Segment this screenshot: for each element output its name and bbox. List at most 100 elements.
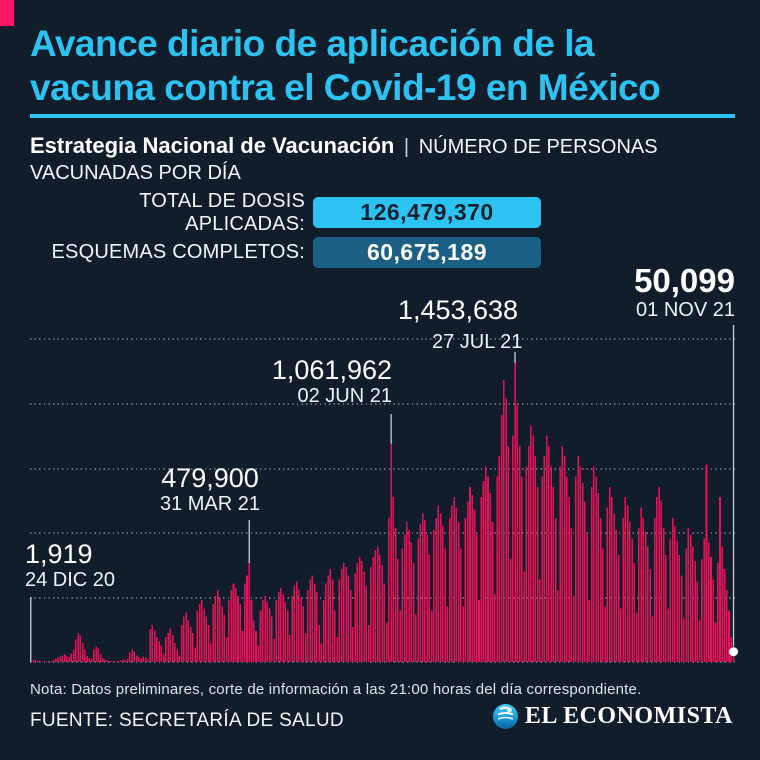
bar xyxy=(336,637,338,662)
bar xyxy=(361,561,363,662)
subtitle-bold: Estrategia Nacional de Vacunación xyxy=(30,133,395,158)
bar xyxy=(205,616,208,662)
bar xyxy=(484,466,487,662)
bar xyxy=(701,558,703,662)
bar xyxy=(415,614,417,662)
bar xyxy=(624,497,627,662)
bar xyxy=(176,649,178,662)
bar xyxy=(93,649,95,662)
bar xyxy=(723,569,726,662)
bar xyxy=(138,657,140,662)
bar xyxy=(120,660,122,662)
bar xyxy=(289,635,291,662)
bar xyxy=(480,497,483,662)
bar xyxy=(417,538,419,662)
bar xyxy=(563,456,566,662)
bar xyxy=(228,600,230,662)
bar xyxy=(669,538,672,662)
bar xyxy=(318,624,320,662)
bar xyxy=(394,528,397,662)
bar xyxy=(667,608,669,662)
bar xyxy=(304,633,307,662)
bar xyxy=(207,624,210,662)
bar xyxy=(577,456,579,662)
bar xyxy=(327,575,329,662)
bar xyxy=(68,657,70,662)
bar xyxy=(475,534,478,662)
bar xyxy=(557,589,559,662)
bar xyxy=(383,583,386,662)
bar xyxy=(539,579,541,662)
bar xyxy=(570,528,573,662)
bar xyxy=(151,624,154,662)
bar xyxy=(581,482,584,662)
bar xyxy=(421,513,424,662)
bar xyxy=(611,497,613,662)
bar xyxy=(252,620,255,662)
bar xyxy=(410,542,413,662)
bar xyxy=(356,563,359,662)
bar xyxy=(482,480,485,662)
bar xyxy=(75,639,77,662)
footnote: Nota: Datos preliminares, corte de infor… xyxy=(30,681,642,698)
annotation-date: 24 DIC 20 xyxy=(25,569,116,591)
bar xyxy=(320,643,323,662)
bar xyxy=(419,523,422,662)
bar xyxy=(230,589,232,662)
bar xyxy=(135,655,138,662)
bar xyxy=(210,643,212,662)
bar xyxy=(293,585,296,662)
bar xyxy=(99,653,102,662)
bar xyxy=(115,661,118,662)
bar xyxy=(221,606,223,662)
bar xyxy=(640,507,642,662)
bar xyxy=(505,398,507,662)
bar xyxy=(500,414,503,662)
bar xyxy=(352,626,354,662)
bar xyxy=(451,505,453,662)
bar xyxy=(70,653,73,662)
annotation-01-nov-21: 50,099 01 NOV 21 xyxy=(551,264,735,321)
last-value-dot xyxy=(729,647,739,657)
bar xyxy=(243,583,246,662)
bar xyxy=(401,548,404,662)
bar xyxy=(329,569,332,662)
bar xyxy=(183,616,185,662)
bar xyxy=(223,614,226,662)
bar xyxy=(41,661,43,662)
bar xyxy=(626,505,629,662)
bar xyxy=(683,618,685,662)
bar xyxy=(97,648,100,662)
bar xyxy=(234,587,237,662)
bar xyxy=(32,660,34,662)
bar xyxy=(280,587,282,662)
complete-schemes-value-badge: 60,675,189 xyxy=(313,237,541,268)
bar xyxy=(433,530,435,662)
bar xyxy=(588,600,591,662)
bar xyxy=(286,610,289,662)
bar xyxy=(602,548,604,662)
bar xyxy=(428,554,431,662)
bar xyxy=(424,519,426,662)
annotation-27-jul-21-date: 27 JUL 21 xyxy=(432,330,522,353)
bar xyxy=(705,464,708,662)
bar xyxy=(198,604,201,662)
bar xyxy=(160,645,163,662)
el-economista-logo: EL ECONOMISTA xyxy=(492,703,733,730)
bar xyxy=(162,653,165,662)
bar xyxy=(491,521,494,662)
source-text: FUENTE: SECRETARÍA DE SALUD xyxy=(30,710,344,731)
page-title: Avance diario de aplicación de la vacuna… xyxy=(30,22,750,110)
bar xyxy=(584,501,586,662)
bar xyxy=(439,513,442,662)
bar xyxy=(300,598,302,662)
bar xyxy=(689,534,692,662)
bar xyxy=(385,622,388,662)
bar xyxy=(638,528,640,662)
bar xyxy=(568,497,570,662)
bar xyxy=(721,546,724,662)
bar xyxy=(694,561,696,662)
bars-svg xyxy=(30,325,739,662)
bar xyxy=(606,507,609,662)
total-doses-value-badge: 126,479,370 xyxy=(313,197,541,228)
